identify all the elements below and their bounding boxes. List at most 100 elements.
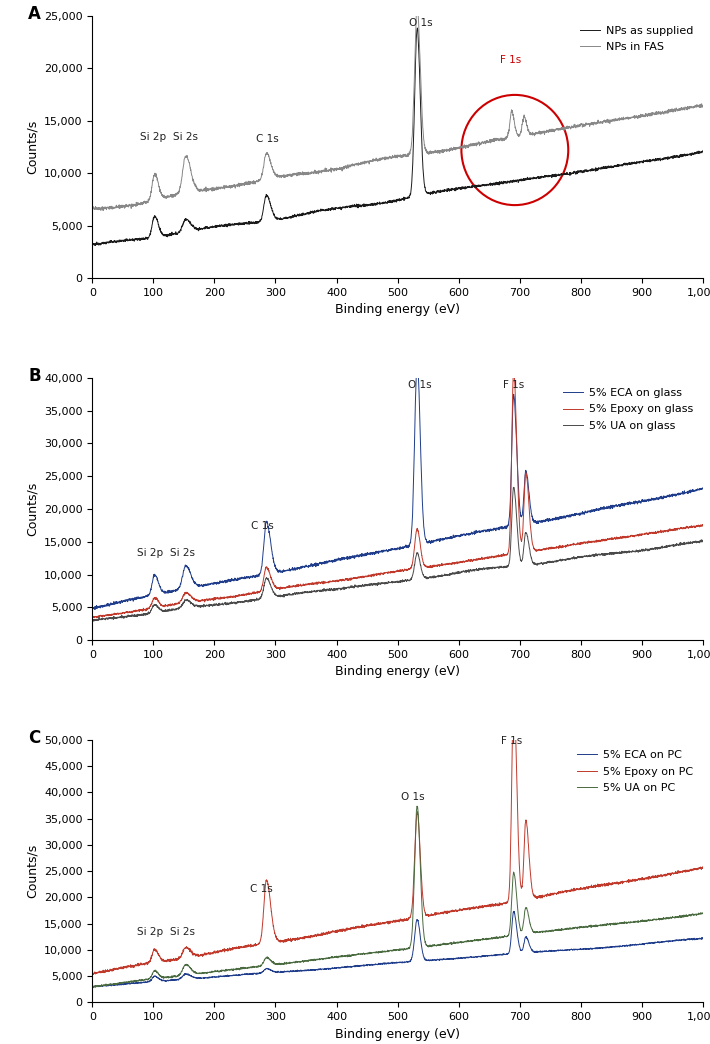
5% ECA on PC <box>510 905 518 918</box>
Legend: 5% ECA on PC, 5% Epoxy on PC, 5% UA on PC: 5% ECA on PC, 5% Epoxy on PC, 5% UA on P… <box>573 745 697 798</box>
Y-axis label: Counts/s: Counts/s <box>26 482 38 536</box>
5% ECA on PC <box>158 974 166 987</box>
Text: Si 2p: Si 2p <box>140 132 166 142</box>
5% UA on PC <box>88 981 97 994</box>
5% ECA on PC <box>194 971 202 983</box>
X-axis label: Binding energy (eV): Binding energy (eV) <box>335 304 460 316</box>
5% UA on PC <box>194 967 202 979</box>
5% ECA on glass <box>687 484 696 497</box>
5% ECA on glass <box>91 603 99 616</box>
5% ECA on PC <box>349 960 357 973</box>
Text: F 1s: F 1s <box>500 55 521 65</box>
5% UA on glass <box>687 537 695 549</box>
NPs in FAS <box>322 162 331 174</box>
5% Epoxy on PC <box>322 928 331 941</box>
5% UA on PC <box>699 906 707 919</box>
5% ECA on PC <box>687 932 696 945</box>
5% UA on glass <box>88 615 97 627</box>
Line: 5% ECA on PC: 5% ECA on PC <box>92 911 703 988</box>
5% ECA on PC <box>322 963 331 975</box>
5% Epoxy on glass <box>510 364 518 377</box>
5% Epoxy on PC <box>510 686 518 698</box>
Text: O 1s: O 1s <box>409 18 433 28</box>
5% ECA on PC <box>699 932 707 945</box>
5% ECA on glass <box>322 555 331 568</box>
5% UA on PC <box>89 981 97 994</box>
5% ECA on PC <box>88 981 97 994</box>
NPs in FAS <box>158 189 166 201</box>
NPs in FAS <box>687 100 696 113</box>
Legend: 5% ECA on glass, 5% Epoxy on glass, 5% UA on glass: 5% ECA on glass, 5% Epoxy on glass, 5% U… <box>559 383 697 435</box>
Text: Si 2s: Si 2s <box>170 927 195 938</box>
5% UA on glass <box>322 583 331 595</box>
Line: 5% Epoxy on PC: 5% Epoxy on PC <box>92 692 703 974</box>
5% ECA on glass <box>88 601 97 614</box>
5% UA on PC <box>322 951 331 964</box>
X-axis label: Binding energy (eV): Binding energy (eV) <box>335 1027 460 1041</box>
NPs in FAS <box>99 205 107 217</box>
5% Epoxy on PC <box>349 922 357 934</box>
NPs as supplied <box>158 227 166 239</box>
5% Epoxy on PC <box>88 967 97 979</box>
5% ECA on glass <box>158 584 166 596</box>
5% Epoxy on glass <box>194 594 202 607</box>
NPs as supplied <box>349 200 357 213</box>
Text: A: A <box>28 5 41 23</box>
Text: C 1s: C 1s <box>251 521 274 530</box>
5% Epoxy on glass <box>349 572 357 585</box>
NPs as supplied <box>621 159 630 171</box>
5% Epoxy on PC <box>158 954 166 967</box>
Line: NPs as supplied: NPs as supplied <box>92 28 703 245</box>
Text: C 1s: C 1s <box>256 134 279 144</box>
5% Epoxy on PC <box>621 875 630 887</box>
NPs as supplied <box>699 144 707 157</box>
5% UA on glass <box>158 603 166 616</box>
5% ECA on PC <box>88 980 97 993</box>
Legend: NPs as supplied, NPs in FAS: NPs as supplied, NPs in FAS <box>576 21 697 56</box>
5% ECA on glass <box>349 551 357 564</box>
Y-axis label: Counts/s: Counts/s <box>26 844 38 898</box>
NPs in FAS <box>194 184 202 196</box>
5% UA on PC <box>621 917 630 929</box>
5% UA on PC <box>413 800 421 812</box>
5% Epoxy on PC <box>89 968 97 980</box>
5% Epoxy on glass <box>88 611 97 623</box>
Text: Si 2p: Si 2p <box>137 548 163 559</box>
5% Epoxy on glass <box>158 599 166 612</box>
NPs as supplied <box>413 22 422 34</box>
5% Epoxy on glass <box>687 520 696 532</box>
Text: C: C <box>28 730 40 748</box>
5% UA on glass <box>699 535 707 547</box>
5% ECA on glass <box>413 355 422 367</box>
NPs as supplied <box>322 203 331 215</box>
Line: 5% UA on PC: 5% UA on PC <box>92 806 703 988</box>
NPs as supplied <box>92 239 100 252</box>
5% UA on PC <box>687 908 696 921</box>
Text: Si 2s: Si 2s <box>170 548 195 559</box>
5% UA on glass <box>621 546 630 559</box>
Text: O 1s: O 1s <box>408 380 432 389</box>
Text: F 1s: F 1s <box>503 380 524 389</box>
NPs as supplied <box>194 224 202 237</box>
Text: Si 2s: Si 2s <box>173 132 198 142</box>
Line: NPs in FAS: NPs in FAS <box>92 6 703 211</box>
5% Epoxy on PC <box>194 949 202 962</box>
Text: F 1s: F 1s <box>501 736 523 746</box>
Text: C 1s: C 1s <box>250 884 273 894</box>
5% ECA on glass <box>699 481 707 494</box>
Text: B: B <box>28 367 40 385</box>
Text: Si 2p: Si 2p <box>137 927 163 938</box>
5% ECA on PC <box>621 940 630 952</box>
X-axis label: Binding energy (eV): Binding energy (eV) <box>335 665 460 679</box>
5% Epoxy on PC <box>699 860 707 873</box>
5% UA on glass <box>349 582 357 594</box>
5% UA on glass <box>194 599 202 612</box>
5% Epoxy on PC <box>687 864 696 877</box>
5% ECA on glass <box>194 579 202 592</box>
NPs in FAS <box>621 112 630 124</box>
5% UA on glass <box>510 481 518 494</box>
Text: O 1s: O 1s <box>401 792 425 802</box>
5% UA on PC <box>158 972 166 984</box>
NPs as supplied <box>687 149 696 162</box>
5% Epoxy on glass <box>93 612 102 624</box>
